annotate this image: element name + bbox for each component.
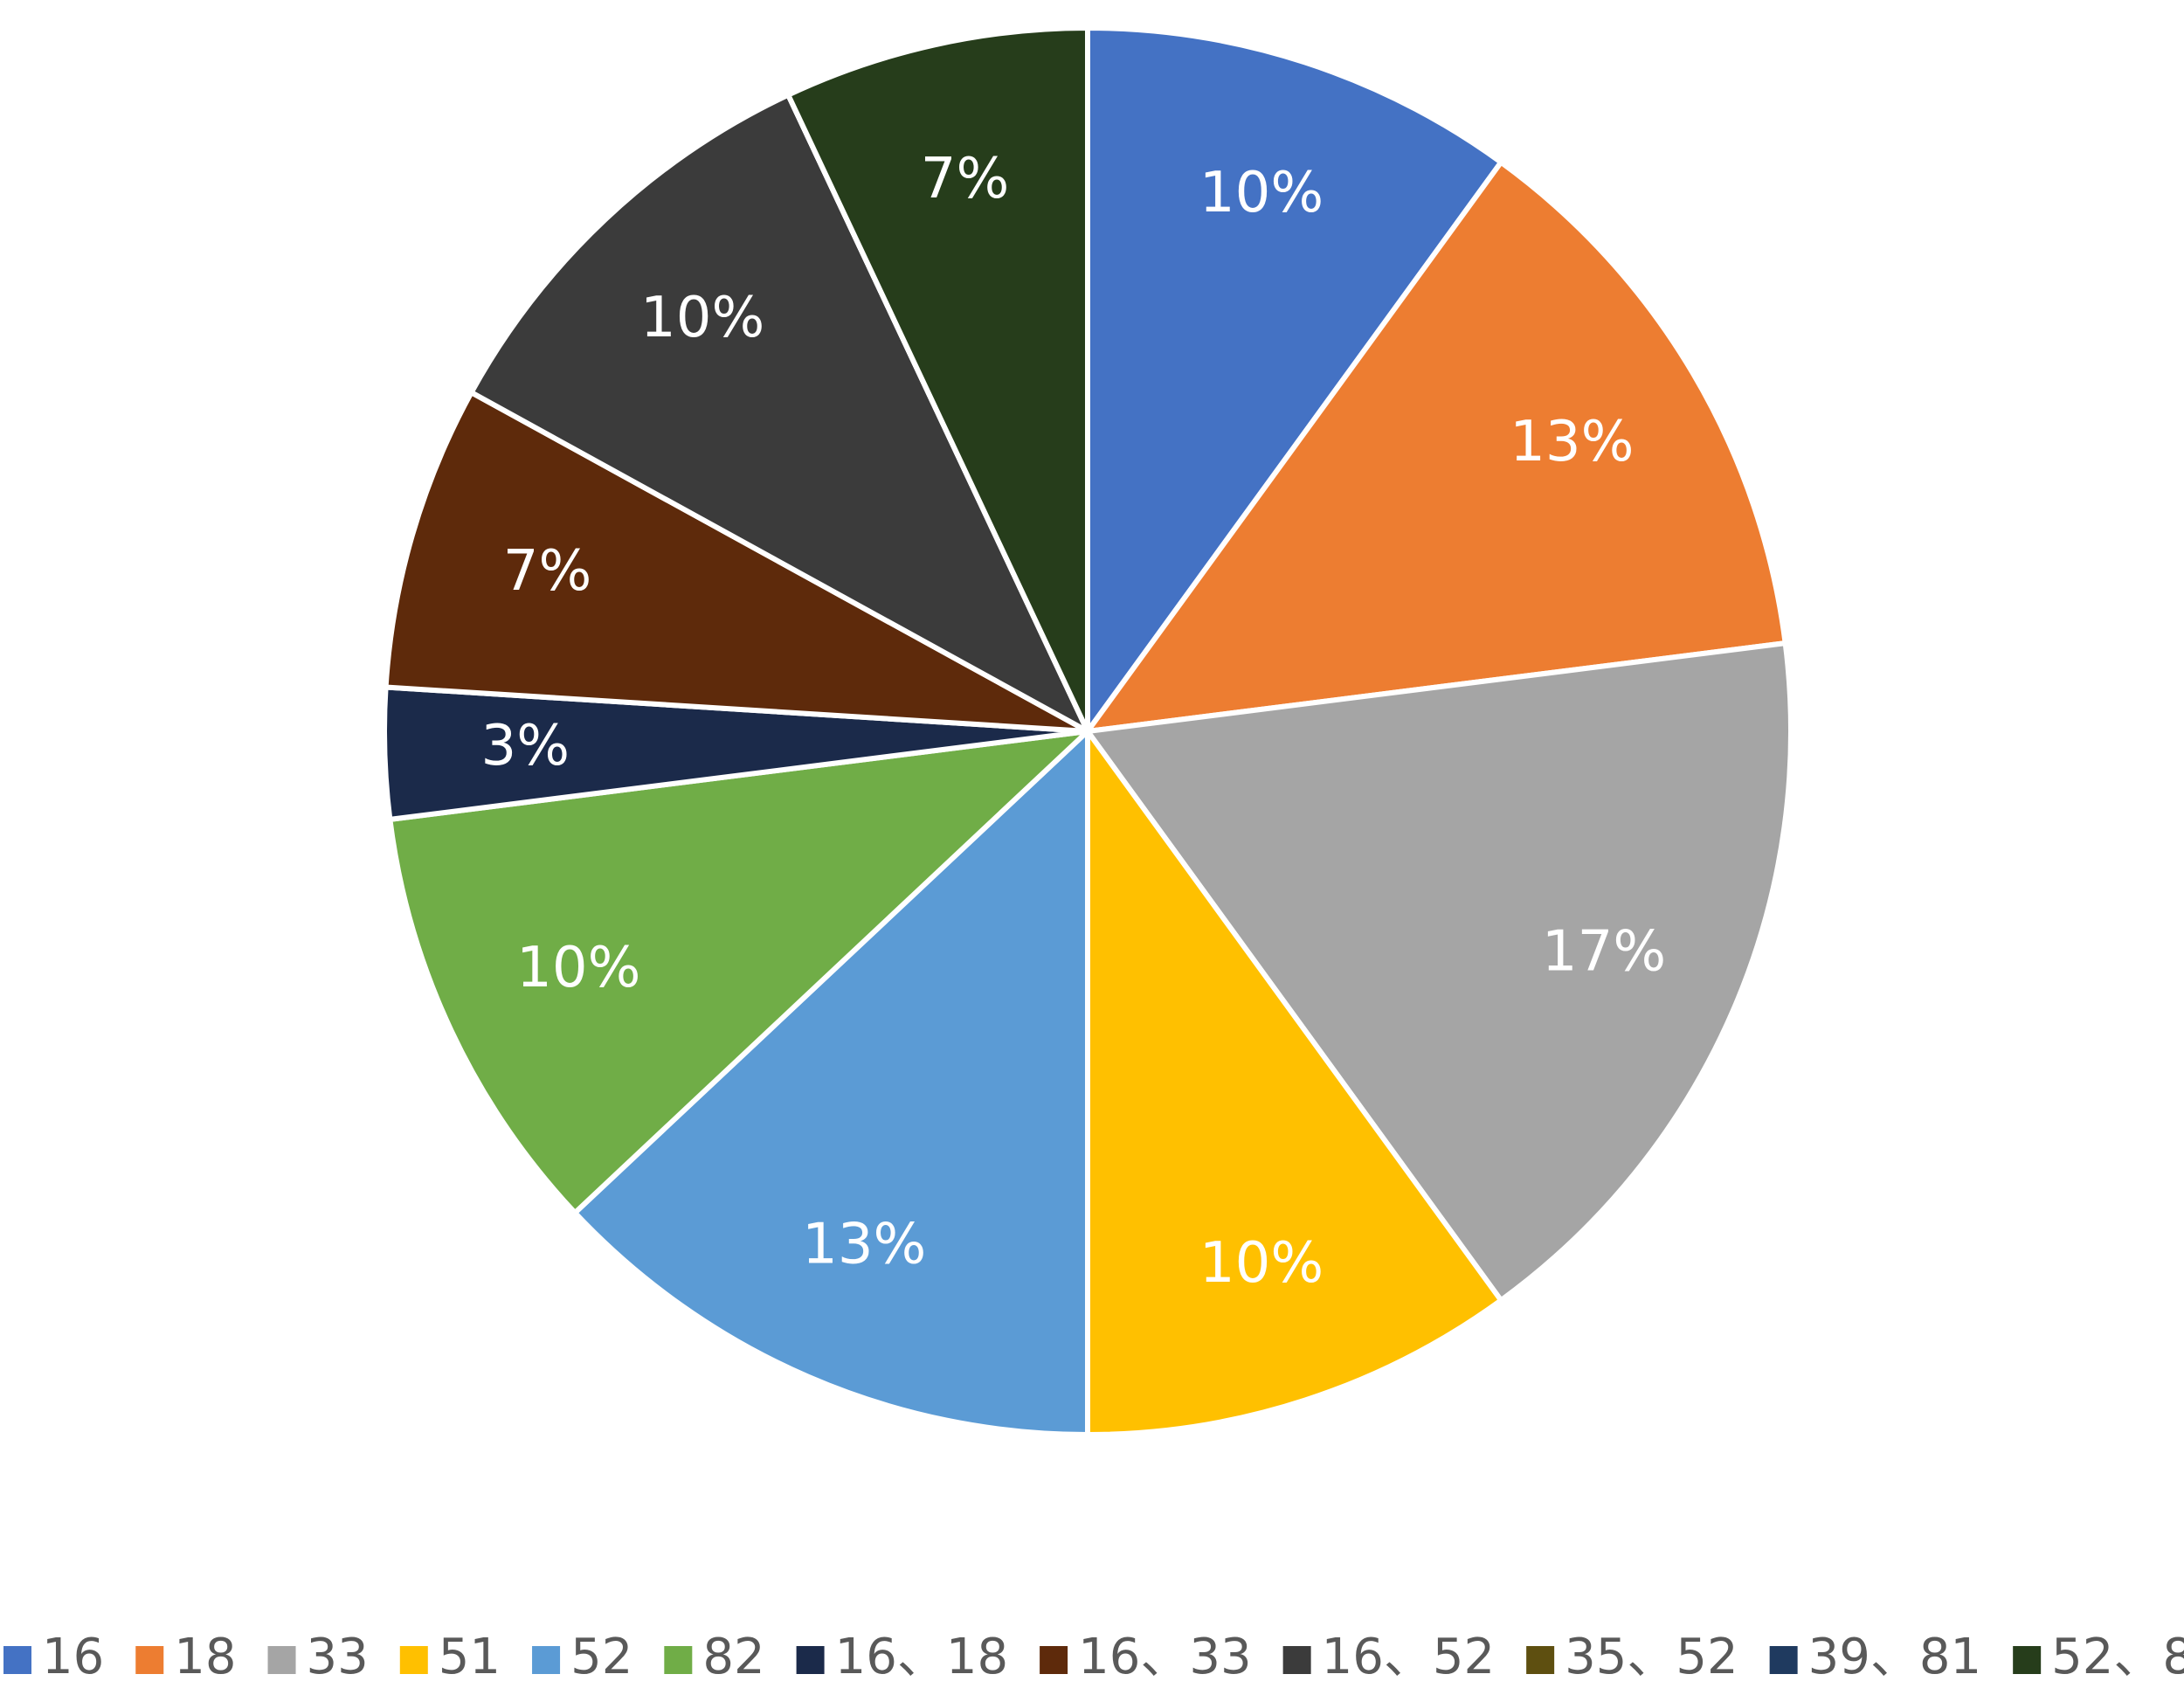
legend-swatch	[267, 1646, 296, 1674]
legend-label: 51	[439, 1629, 501, 1685]
legend-label: 16	[42, 1629, 104, 1685]
pie-slice	[1085, 159, 1788, 734]
pie-slice	[468, 92, 1090, 734]
data-label: 7%	[503, 539, 592, 604]
legend-swatch	[532, 1646, 561, 1674]
legend-swatch	[1040, 1646, 1068, 1674]
data-label: 10%	[640, 286, 764, 350]
pie-slice	[1085, 640, 1794, 1304]
legend-label: 39、81	[1808, 1629, 1982, 1685]
legend-label: 52、81	[2051, 1629, 2184, 1685]
legend-label: 16、33	[1078, 1629, 1252, 1685]
data-label: 7%	[921, 147, 1010, 211]
legend-label: 33	[307, 1629, 369, 1685]
data-label: 13%	[1510, 410, 1634, 474]
pie-slice	[1085, 729, 1504, 1437]
data-label: 17%	[1542, 919, 1666, 984]
legend-swatch	[3, 1646, 31, 1674]
legend-swatch	[135, 1646, 164, 1674]
legend-swatch	[1526, 1646, 1555, 1674]
pie-slice	[572, 729, 1090, 1437]
legend-label: 35、52	[1565, 1629, 1738, 1685]
legend-label: 18	[174, 1629, 236, 1685]
pie-slice	[1085, 25, 1504, 734]
data-label: 10%	[1199, 161, 1324, 225]
legend-label: 16、18	[835, 1629, 1009, 1685]
legend-swatch	[796, 1646, 825, 1674]
data-label: 13%	[802, 1213, 926, 1277]
legend-label: 82	[702, 1629, 764, 1685]
data-label: 3%	[481, 714, 570, 778]
pie-slice	[387, 729, 1090, 1216]
pie-slice	[785, 25, 1090, 734]
legend-swatch	[399, 1646, 428, 1674]
legend-swatch	[1282, 1646, 1311, 1674]
pie-slice	[383, 390, 1090, 734]
legend-label: 52	[570, 1629, 632, 1685]
legend-label: 16、52	[1322, 1629, 1496, 1685]
data-label: 10%	[1199, 1231, 1324, 1296]
legend-swatch	[1769, 1646, 1798, 1674]
legend-swatch	[2013, 1646, 2042, 1674]
legend-swatch	[664, 1646, 693, 1674]
data-label: 10%	[516, 936, 640, 1000]
